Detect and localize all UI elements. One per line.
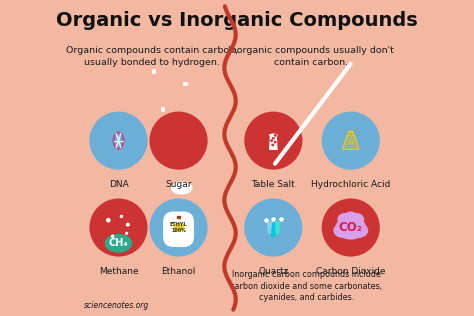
- Circle shape: [126, 222, 130, 227]
- Ellipse shape: [270, 134, 277, 137]
- Circle shape: [125, 232, 128, 235]
- Circle shape: [351, 130, 353, 132]
- Polygon shape: [270, 223, 277, 237]
- Polygon shape: [275, 221, 280, 233]
- Text: DNA: DNA: [109, 180, 128, 189]
- Text: Carbon Dioxide: Carbon Dioxide: [316, 267, 385, 276]
- FancyBboxPatch shape: [176, 218, 181, 222]
- Circle shape: [149, 112, 208, 170]
- Circle shape: [90, 112, 147, 170]
- Circle shape: [274, 141, 276, 143]
- Circle shape: [244, 112, 302, 170]
- Polygon shape: [271, 228, 273, 236]
- Circle shape: [271, 140, 273, 141]
- Circle shape: [274, 135, 276, 136]
- FancyBboxPatch shape: [161, 107, 164, 111]
- Ellipse shape: [105, 234, 132, 252]
- Circle shape: [350, 130, 352, 132]
- FancyBboxPatch shape: [152, 69, 155, 73]
- Text: sciencenotes.org: sciencenotes.org: [84, 301, 149, 310]
- Text: Organic compounds contain carbon,
usually bonded to hydrogen.: Organic compounds contain carbon, usuall…: [65, 46, 238, 67]
- Ellipse shape: [348, 213, 364, 226]
- Ellipse shape: [337, 213, 354, 226]
- FancyBboxPatch shape: [174, 224, 183, 230]
- Ellipse shape: [336, 216, 366, 240]
- Circle shape: [149, 198, 208, 257]
- Text: CO₂: CO₂: [339, 221, 363, 234]
- FancyBboxPatch shape: [177, 216, 180, 218]
- Polygon shape: [343, 136, 358, 149]
- Ellipse shape: [344, 211, 358, 223]
- Text: Quartz: Quartz: [258, 267, 289, 276]
- Polygon shape: [269, 136, 278, 150]
- Circle shape: [119, 215, 123, 218]
- Text: Sugar: Sugar: [165, 180, 192, 189]
- Circle shape: [272, 144, 273, 146]
- Text: ☠: ☠: [346, 137, 355, 147]
- Text: Methane: Methane: [99, 267, 138, 276]
- Circle shape: [90, 198, 147, 257]
- Circle shape: [322, 112, 380, 170]
- Text: Hydrochloric Acid: Hydrochloric Acid: [311, 180, 391, 189]
- Ellipse shape: [172, 182, 192, 194]
- Circle shape: [111, 234, 114, 238]
- Circle shape: [106, 218, 110, 222]
- Circle shape: [348, 130, 350, 132]
- Text: Table Salt: Table Salt: [252, 180, 295, 189]
- Ellipse shape: [333, 223, 352, 238]
- Circle shape: [322, 198, 380, 257]
- Ellipse shape: [350, 223, 368, 238]
- Text: Organic vs Inorganic Compounds: Organic vs Inorganic Compounds: [56, 11, 418, 30]
- Text: ETHYL
100%: ETHYL 100%: [170, 222, 187, 233]
- Text: CH₄: CH₄: [109, 238, 128, 248]
- FancyArrowPatch shape: [275, 64, 351, 164]
- Polygon shape: [267, 221, 272, 233]
- Text: Inorganic carbon compounds include
carbon dioxide and some carbonates,
cyanides,: Inorganic carbon compounds include carbo…: [230, 270, 383, 302]
- FancyBboxPatch shape: [183, 82, 187, 86]
- Circle shape: [273, 137, 274, 139]
- Text: Inorganic compounds usually don't
contain carbon.: Inorganic compounds usually don't contai…: [228, 46, 394, 67]
- FancyBboxPatch shape: [164, 212, 193, 246]
- Circle shape: [244, 198, 302, 257]
- Text: Ethanol: Ethanol: [161, 267, 196, 276]
